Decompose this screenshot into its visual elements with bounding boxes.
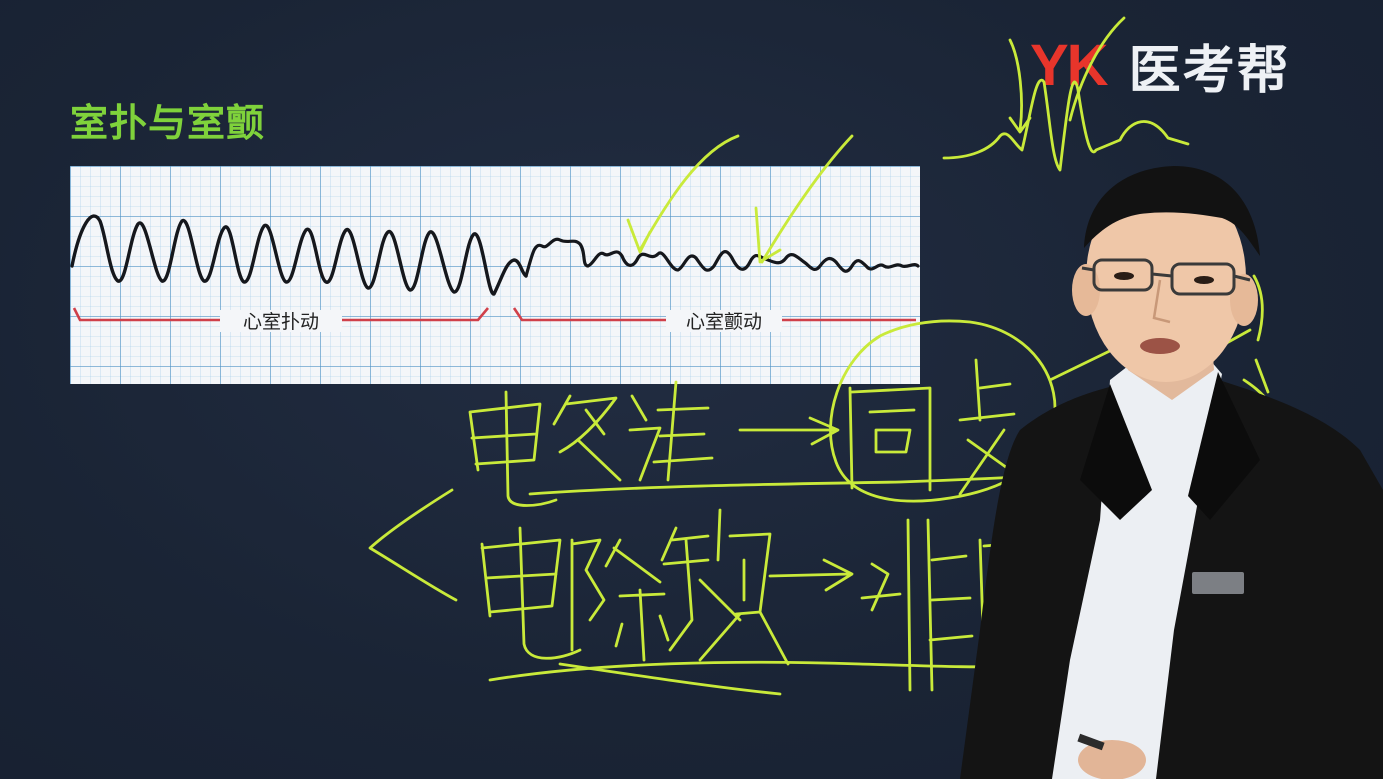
presenter-eye-left bbox=[1114, 272, 1134, 280]
presenter-hair bbox=[1084, 166, 1260, 256]
presenter-image bbox=[960, 166, 1383, 779]
annotation-underline-3 bbox=[558, 662, 782, 696]
presenter-glasses bbox=[1081, 258, 1251, 296]
presenter-eye-right bbox=[1194, 276, 1214, 284]
annotation-char-tong bbox=[848, 386, 932, 492]
presenter-ear-left bbox=[1072, 264, 1100, 316]
ecg-graphic: 心室扑动 心室颤动 bbox=[70, 166, 920, 384]
logo-cn: 医考帮 bbox=[1128, 40, 1291, 101]
presenter-face bbox=[1086, 174, 1246, 382]
annotation-arrow-3 bbox=[1008, 38, 1032, 134]
annotation-char-fei bbox=[860, 518, 974, 692]
presenter-lapel-left bbox=[1080, 384, 1152, 520]
annotation-char-chu bbox=[570, 538, 670, 662]
presenter-nose bbox=[1152, 279, 1171, 324]
annotation-char-fu bbox=[552, 394, 622, 482]
annotation-char-dian-2 bbox=[480, 526, 582, 660]
brand-logo: YK 医考帮 bbox=[1030, 30, 1291, 101]
ecg-trace-flutter bbox=[70, 214, 528, 296]
annotation-char-chan bbox=[660, 508, 790, 666]
annotation-arrow-row2 bbox=[768, 558, 854, 592]
presenter-badge bbox=[1192, 572, 1244, 594]
presenter-lapel-right bbox=[1188, 372, 1260, 520]
presenter-ear-right bbox=[1230, 274, 1258, 326]
ecg-label-flutter: 心室扑动 bbox=[243, 311, 319, 333]
presenter-mouth bbox=[1140, 338, 1180, 354]
presenter-shirt bbox=[1052, 360, 1222, 779]
annotation-brace bbox=[368, 488, 458, 602]
slide-title: 室扑与室颤 bbox=[70, 101, 266, 145]
label-bg-flutter bbox=[220, 310, 342, 332]
annotation-underline-2 bbox=[488, 660, 1012, 682]
annotation-char-lv bbox=[628, 380, 714, 482]
ecg-grid bbox=[70, 166, 920, 384]
presenter-hand bbox=[1078, 740, 1146, 779]
presenter-pen bbox=[1077, 733, 1105, 751]
annotation-char-dian-1 bbox=[468, 390, 558, 507]
bracket-flutter bbox=[72, 307, 489, 322]
ecg-strip: 心室扑动 心室颤动 bbox=[70, 166, 920, 384]
logo-yk: YK bbox=[1030, 32, 1109, 98]
ecg-label-fibrillation: 心室颤动 bbox=[686, 311, 762, 333]
annotation-arrow-row1 bbox=[738, 416, 840, 446]
label-bg-fibrillation bbox=[666, 310, 782, 332]
